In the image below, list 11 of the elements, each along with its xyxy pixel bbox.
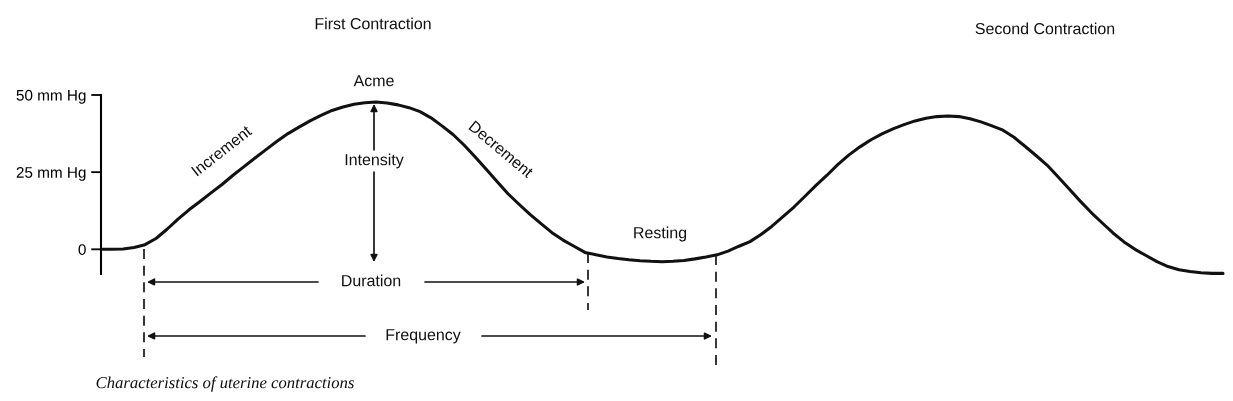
- text: Second Contraction: [975, 22, 1115, 35]
- annotation: Intensity: [345, 153, 404, 169]
- text: Duration: [342, 274, 401, 287]
- text: Characteristics of uterine contractions: [96, 376, 354, 392]
- text: First Contraction: [315, 17, 431, 30]
- y-tick-label: 0: [78, 244, 86, 255]
- annotation: Resting: [634, 226, 687, 242]
- text: Acme: [353, 75, 394, 87]
- y-tick-label: 50 mm Hg: [16, 89, 86, 104]
- y-tick-label: 25 mm Hg: [16, 167, 86, 181]
- text: Frequency: [386, 329, 461, 344]
